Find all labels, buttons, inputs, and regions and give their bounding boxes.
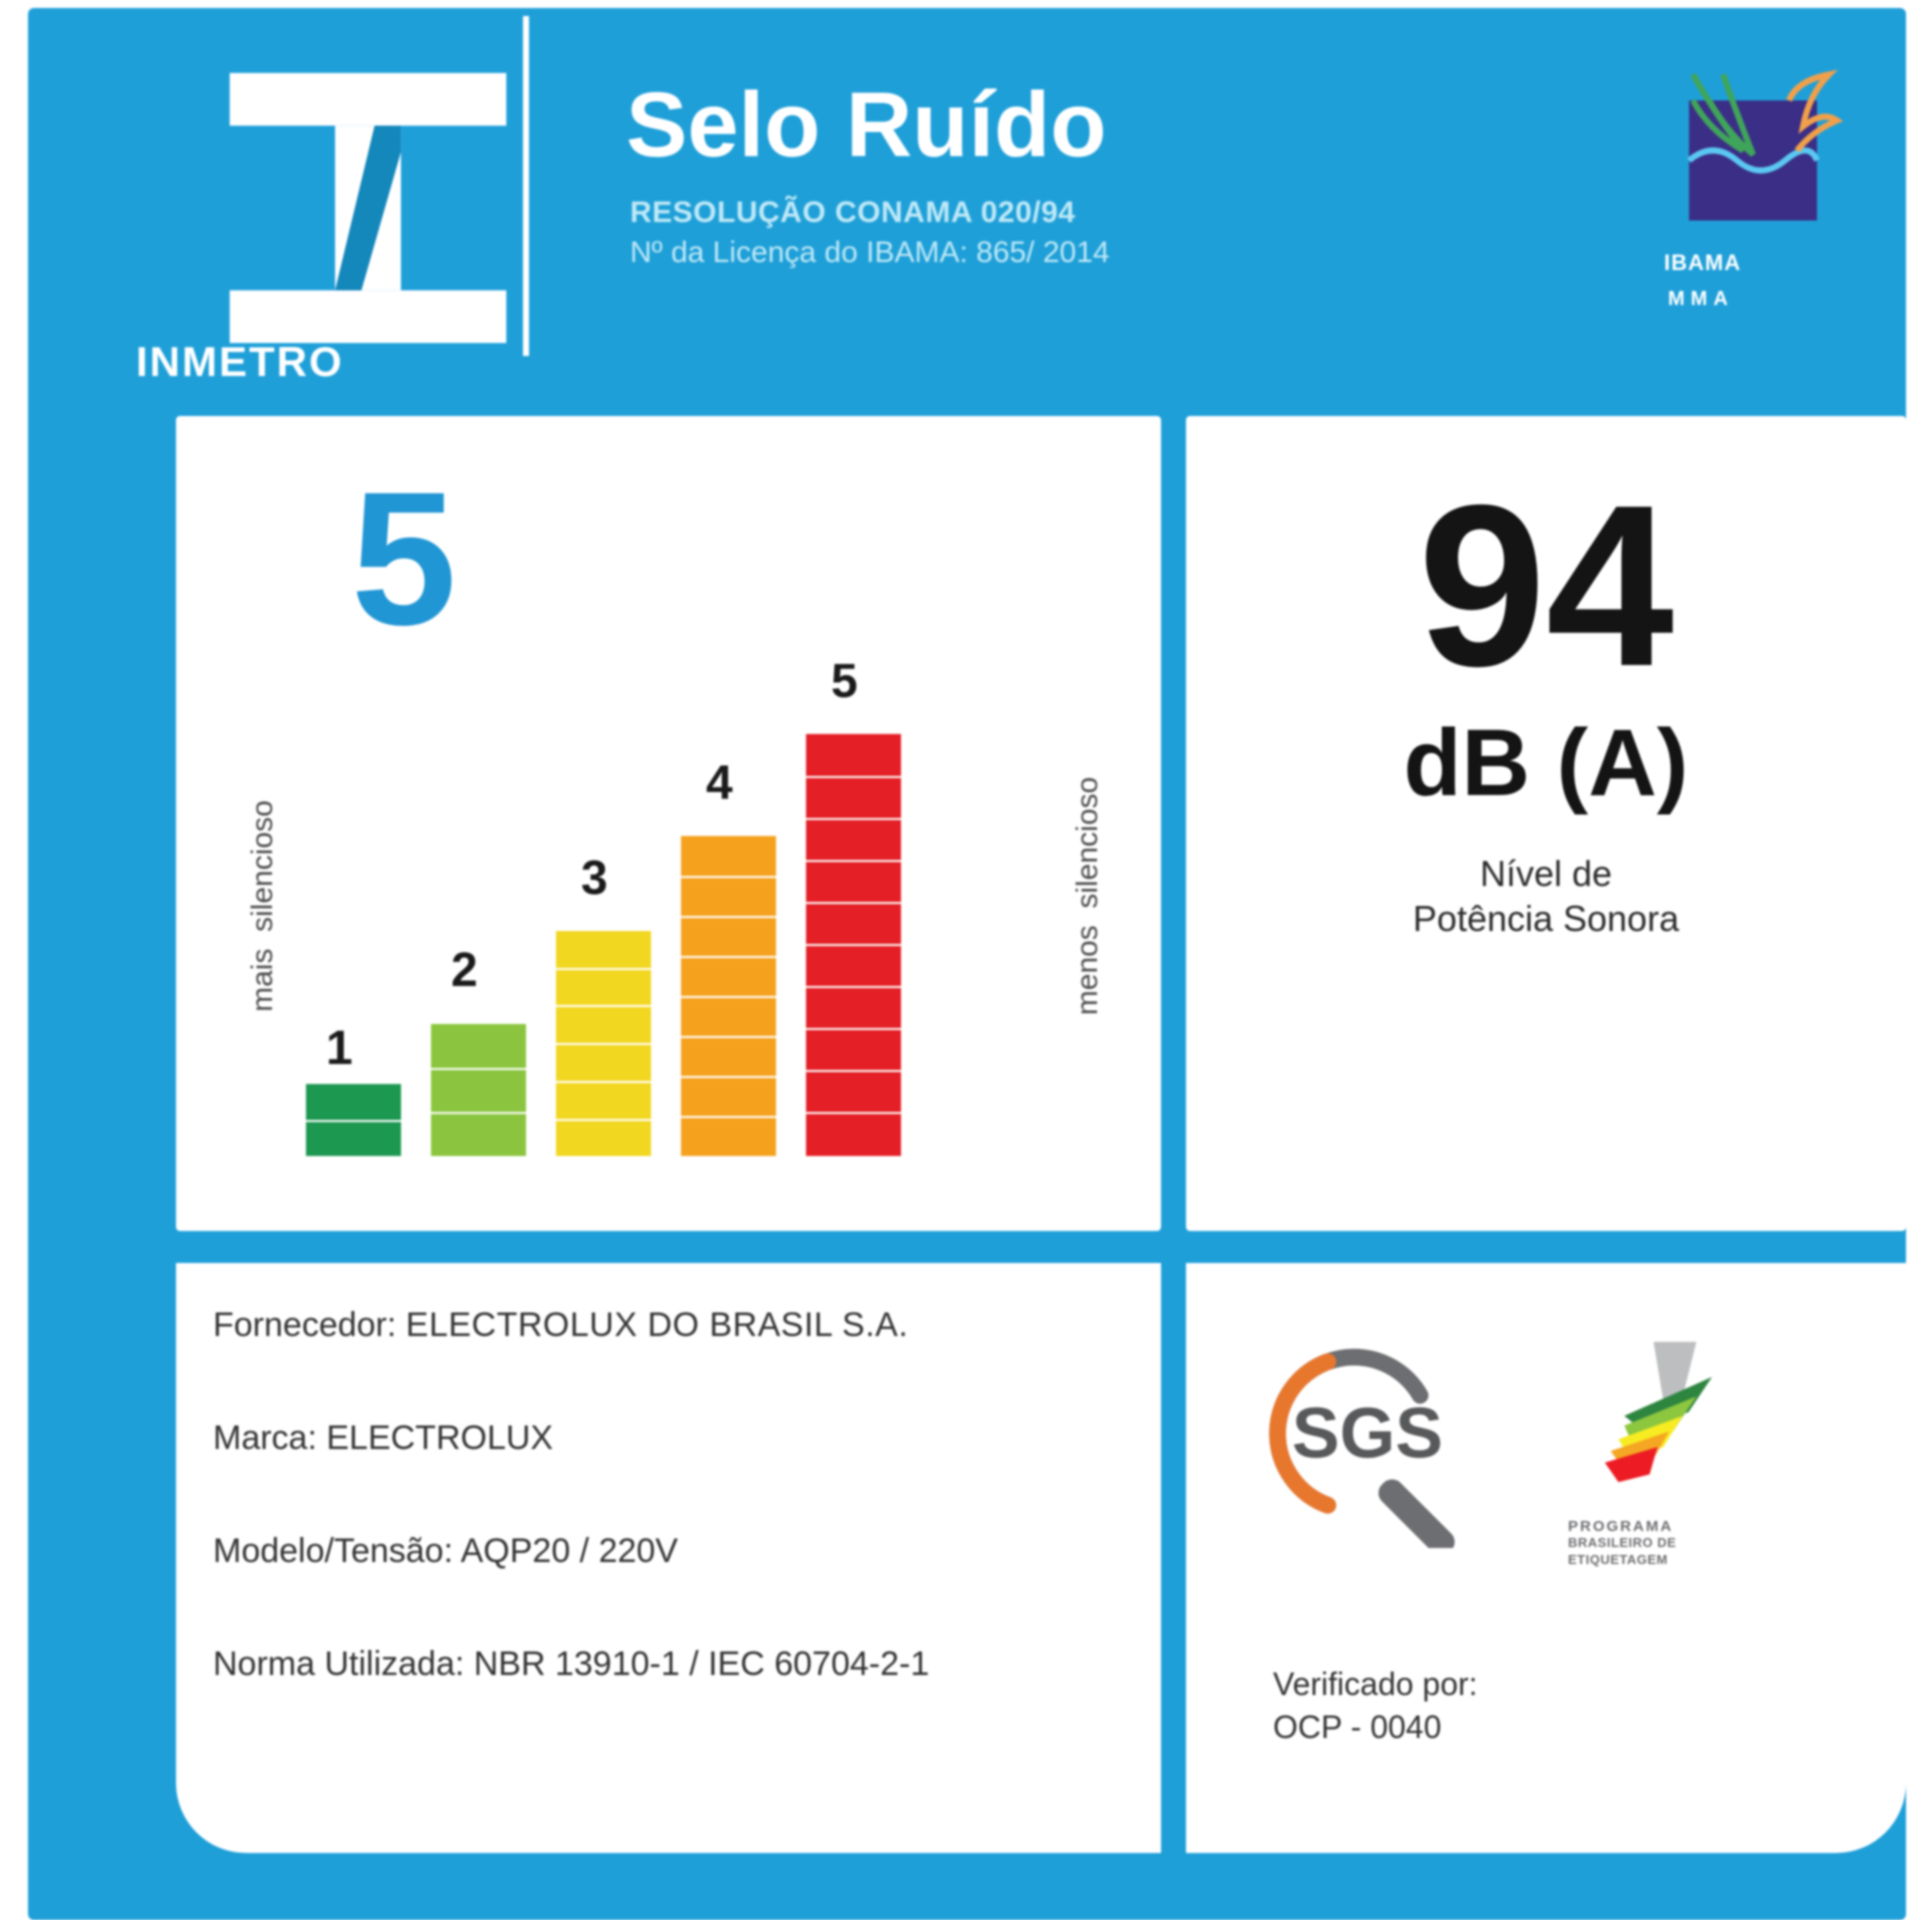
svg-text:SGS: SGS <box>1292 1393 1443 1473</box>
